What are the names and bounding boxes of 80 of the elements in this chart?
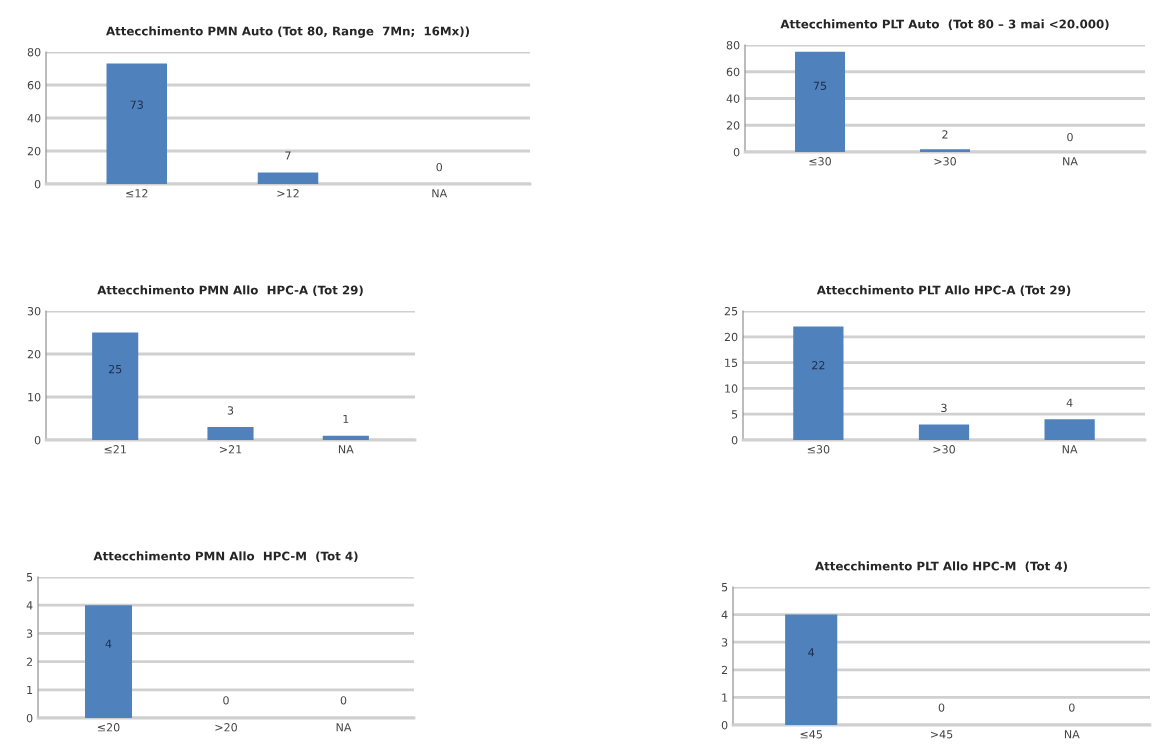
data-label: 7: [285, 151, 291, 160]
x-tick-label: NA: [1062, 445, 1078, 454]
bar: [322, 435, 369, 440]
chart-title: Attecchimento PMN Allo HPC-A (Tot 29): [97, 285, 363, 296]
y-tick-label: 20: [724, 332, 738, 342]
x-tick-label: >30: [934, 157, 956, 166]
data-label: 0: [223, 696, 229, 705]
y-tick-label: 80: [27, 47, 41, 57]
data-label: 3: [941, 403, 947, 413]
bar: [207, 427, 254, 440]
y-tick-label: 10: [28, 392, 41, 402]
x-tick-label: ≤45: [800, 730, 822, 739]
data-label: 75: [813, 81, 827, 91]
bar: [92, 332, 139, 440]
data-label: 4: [105, 639, 112, 648]
y-tick-label: 0: [34, 179, 41, 189]
data-label: 3: [227, 406, 234, 415]
x-tick-label: NA: [338, 445, 354, 454]
y-tick-label: 1: [27, 685, 33, 695]
x-tick-label: >21: [219, 445, 242, 454]
x-tick-label: NA: [336, 723, 352, 732]
x-tick-label: >20: [215, 723, 237, 732]
y-tick-label: 4: [721, 610, 728, 619]
chart-title: Attecchimento PMN Allo HPC-M (Tot 4): [93, 551, 358, 562]
y-tick-label: 25: [724, 306, 738, 316]
x-tick-label: >30: [933, 445, 955, 454]
x-tick-label: ≤12: [126, 189, 148, 198]
data-label: 0: [1067, 132, 1073, 142]
y-tick-label: 4: [26, 601, 33, 610]
y-tick-label: 20: [726, 121, 740, 130]
x-tick-label: ≤20: [97, 723, 120, 732]
y-tick-label: 20: [27, 349, 41, 359]
data-label: 25: [108, 364, 122, 374]
y-tick-label: 5: [26, 573, 33, 582]
y-tick-label: 30: [27, 306, 41, 316]
data-label: 0: [436, 162, 443, 172]
y-tick-label: 2: [26, 657, 33, 666]
y-tick-label: 0: [26, 713, 33, 723]
x-tick-label: >12: [277, 189, 299, 198]
y-tick-label: 60: [726, 67, 740, 77]
y-tick-label: 0: [733, 147, 740, 157]
x-tick-label: NA: [1063, 157, 1078, 166]
y-tick-label: 40: [726, 94, 740, 103]
y-tick-label: 0: [721, 720, 728, 730]
x-tick-label: ≤30: [807, 445, 830, 454]
y-tick-label: 5: [731, 410, 738, 419]
x-tick-label: ≤21: [104, 445, 126, 454]
y-tick-label: 0: [731, 435, 738, 445]
chart-title: Attecchimento PMN Auto (Tot 80, Range 7Mn; 16Mx)): [106, 26, 470, 38]
x-tick-label: ≤30: [809, 157, 831, 166]
x-tick-label: NA: [1064, 730, 1080, 739]
y-tick-label: 20: [27, 146, 41, 156]
bar: [793, 326, 844, 440]
data-label: 22: [812, 361, 825, 370]
x-tick-label: >45: [930, 730, 953, 739]
chart-title: Attecchimento PLT Allo HPC-M (Tot 4): [815, 561, 1067, 572]
y-tick-label: 5: [721, 583, 728, 592]
data-label: 0: [1069, 703, 1075, 712]
data-label: 2: [942, 130, 948, 139]
bar: [918, 424, 970, 440]
y-tick-label: 3: [26, 629, 33, 638]
y-tick-label: 1: [722, 693, 728, 702]
data-label: 0: [340, 696, 347, 705]
y-tick-label: 0: [34, 435, 41, 445]
y-tick-label: 3: [721, 638, 728, 647]
y-tick-label: 15: [725, 358, 738, 367]
data-label: 73: [130, 100, 143, 109]
chart-title: Attecchimento PLT Allo HPC-A (Tot 29): [816, 285, 1071, 296]
data-label: 4: [808, 648, 815, 657]
chart-title: Attecchimento PLT Auto (Tot 80 – 3 mai <20.000): [780, 19, 1109, 30]
y-tick-label: 40: [27, 113, 41, 123]
data-label: 0: [938, 703, 945, 712]
data-label: 4: [1066, 398, 1073, 407]
bar: [1044, 419, 1095, 440]
data-label: 1: [343, 414, 349, 424]
y-tick-label: 60: [27, 80, 41, 90]
y-tick-label: 80: [726, 40, 740, 50]
y-tick-label: 10: [725, 384, 738, 393]
x-tick-label: NA: [432, 189, 448, 198]
y-tick-label: 2: [721, 665, 728, 675]
